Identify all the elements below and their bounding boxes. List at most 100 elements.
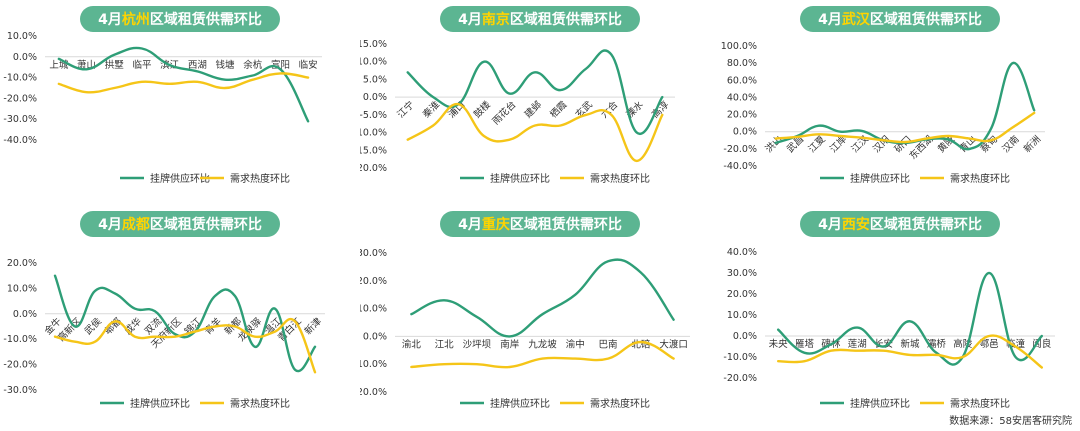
legend-label: 挂牌供应环比	[490, 172, 550, 185]
chart-title: 4月南京区域租赁供需环比	[440, 6, 640, 32]
title-prefix: 4月	[818, 12, 842, 28]
y-tick-label: -30.0%	[3, 385, 37, 396]
title-pill-bg	[440, 211, 640, 237]
legend-label: 需求热度环比	[590, 397, 650, 410]
y-tick-label: 80.0%	[727, 58, 757, 69]
legend-label: 需求热度环比	[590, 172, 650, 185]
category-label: 新城	[900, 338, 920, 350]
title-pill-bg	[800, 211, 1000, 237]
category-label: 钱塘	[216, 59, 236, 71]
y-tick-label: 40.0%	[727, 247, 757, 258]
legend-label: 挂牌供应环比	[490, 397, 550, 410]
y-tick-label: -40.0%	[3, 135, 37, 146]
legend-label: 挂牌供应环比	[850, 172, 910, 185]
y-tick-label: 30.0%	[360, 248, 387, 259]
y-tick-label: 10.0%	[7, 283, 37, 294]
title-suffix: 区域租赁供需环比	[870, 11, 982, 28]
chart-title-text: 4月成都区域租赁供需环比	[98, 216, 262, 233]
y-tick-label: -40.0%	[723, 161, 757, 172]
series-line-supply	[57, 46, 310, 123]
title-suffix: 区域租赁供需环比	[150, 11, 262, 28]
legend-label: 挂牌供应环比	[150, 172, 210, 185]
chart-panel-chengdu: 4月成都区域租赁供需环比 20.0% 10.0% 0.0% -10.0% -20.0% -3…	[0, 205, 360, 420]
y-tick-label: 100.0%	[721, 41, 757, 52]
category-label: 江宁	[395, 99, 417, 121]
chart-title: 4月武汉区域租赁供需环比	[800, 6, 1000, 32]
category-label: 江夏	[807, 134, 829, 156]
y-tick-label: -20.0%	[723, 373, 757, 384]
y-tick-label: -15.0%	[360, 145, 387, 156]
category-label: 临平	[132, 59, 152, 71]
series-line-demand	[774, 111, 1036, 144]
category-label: 雨花台	[490, 99, 519, 128]
chart-panel-hangzhou: 4月杭州区域租赁供需环比 10.0% 0.0% -10.0% -20.0% -30.0% -…	[0, 0, 360, 215]
chart-title: 4月成都区域租赁供需环比	[80, 211, 280, 237]
series-line-demand	[406, 102, 664, 163]
y-tick-label: 0.0%	[13, 309, 37, 320]
y-tick-label: -5.0%	[360, 110, 387, 121]
y-tick-label: 0.0%	[13, 52, 37, 63]
category-label: 洪山	[763, 133, 785, 155]
category-label: 未央	[769, 338, 789, 350]
legend-label: 挂牌供应环比	[130, 397, 190, 410]
y-tick-label: 40.0%	[727, 92, 757, 103]
legend-label: 需求热度环比	[230, 397, 290, 410]
y-tick-label: -10.0%	[360, 128, 387, 139]
chart-title: 4月西安区域租赁供需环比	[800, 211, 1000, 237]
chart-svg: 4月重庆区域租赁供需环比 30.0% 20.0% 10.0% 0.0% -10.0% -20…	[360, 211, 690, 410]
category-label: 武侯	[82, 315, 104, 337]
y-tick-label: -20.0%	[3, 360, 37, 371]
title-city: 南京	[482, 11, 510, 28]
title-suffix: 区域租赁供需环比	[150, 216, 262, 233]
chart-title-text: 4月南京区域租赁供需环比	[458, 11, 622, 28]
category-label: 雁塔	[795, 338, 815, 350]
chart-svg: 4月南京区域租赁供需环比 15.0% 10.0% 5.0% 0.0% -5.0% -10.0…	[360, 6, 675, 185]
y-tick-label: 20.0%	[727, 110, 757, 121]
category-label: 建邺	[522, 98, 544, 120]
category-label: 玄武	[573, 98, 595, 120]
category-label: 栖霞	[547, 98, 569, 120]
chart-title-text: 4月重庆区域租赁供需环比	[458, 216, 622, 233]
category-label: 余杭	[243, 59, 263, 71]
y-tick-label: 10.0%	[727, 310, 757, 321]
category-label: 新洲	[1021, 133, 1043, 155]
series-line-supply	[410, 258, 675, 338]
category-label: 沙坪坝	[463, 338, 492, 350]
y-tick-label: 20.0%	[7, 258, 37, 269]
category-label: 成华	[122, 315, 144, 337]
category-label: 临安	[299, 59, 318, 71]
y-tick-label: 0.0%	[733, 127, 757, 138]
category-label: 西湖	[188, 60, 207, 71]
category-label: 拱墅	[105, 59, 125, 71]
title-city: 武汉	[842, 11, 871, 28]
y-tick-label: 10.0%	[360, 304, 387, 315]
chart-title: 4月重庆区域租赁供需环比	[440, 211, 640, 237]
chart-svg: 4月成都区域租赁供需环比 20.0% 10.0% 0.0% -10.0% -20.0% -3…	[3, 211, 325, 410]
title-prefix: 4月	[98, 217, 122, 233]
title-pill-bg	[800, 6, 1000, 32]
title-suffix: 区域租赁供需环比	[510, 11, 622, 28]
chart-panel-nanjing: 4月南京区域租赁供需环比 15.0% 10.0% 5.0% 0.0% -5.0% -10.0…	[360, 0, 720, 215]
y-tick-label: -10.0%	[3, 73, 37, 84]
title-pill-bg	[80, 211, 280, 237]
title-prefix: 4月	[818, 217, 842, 233]
legend-label: 需求热度环比	[230, 172, 290, 185]
chart-svg: 4月武汉区域租赁供需环比 100.0% 80.0% 60.0% 40.0% 20.0% 0.…	[721, 6, 1045, 185]
y-tick-label: 10.0%	[7, 31, 37, 42]
y-tick-label: 15.0%	[360, 39, 387, 50]
series-line-supply	[776, 271, 1043, 366]
y-tick-label: -20.0%	[723, 144, 757, 155]
category-label: 郫都	[102, 315, 124, 337]
title-prefix: 4月	[98, 12, 122, 28]
series-line-supply	[406, 49, 664, 136]
category-label: 渝中	[566, 338, 585, 350]
y-tick-label: -20.0%	[360, 163, 387, 174]
chart-panel-chongqing: 4月重庆区域租赁供需环比 30.0% 20.0% 10.0% 0.0% -10.0% -20…	[360, 205, 720, 420]
y-tick-label: 5.0%	[363, 74, 387, 85]
category-label: 长安	[874, 338, 893, 350]
y-tick-label: -10.0%	[360, 359, 387, 370]
chart-panel-wuhan: 4月武汉区域租赁供需环比 100.0% 80.0% 60.0% 40.0% 20.0% 0.…	[720, 0, 1080, 215]
chart-title-text: 4月西安区域租赁供需环比	[818, 216, 982, 233]
title-pill-bg	[80, 6, 280, 32]
y-tick-label: 0.0%	[363, 92, 387, 103]
